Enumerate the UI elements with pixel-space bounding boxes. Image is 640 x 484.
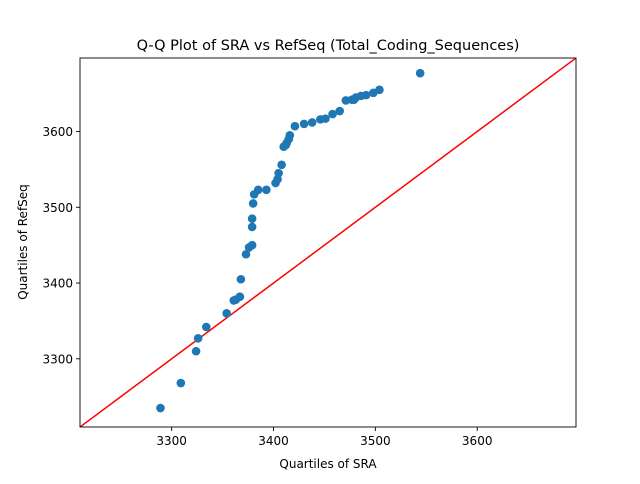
data-point-17: [253, 185, 263, 195]
data-point-5: [222, 309, 231, 318]
data-point-10: [241, 249, 251, 259]
plot-area: [80, 58, 576, 427]
data-point-8: [235, 292, 245, 301]
data-point-3: [193, 334, 203, 343]
data-point-14: [247, 214, 257, 223]
data-point-43: [415, 68, 425, 78]
data-point-1: [176, 378, 186, 388]
plot-frame: [79, 57, 577, 428]
data-point-9: [236, 274, 246, 284]
data-point-12: [247, 240, 257, 250]
data-points: [156, 68, 425, 413]
y-tick-label: 3400: [42, 277, 73, 291]
y-tick-label: 3500: [42, 201, 73, 215]
reference-line: [80, 58, 576, 427]
x-tick-label: 3300: [156, 434, 187, 448]
data-point-4: [201, 322, 211, 332]
data-point-29: [299, 119, 309, 129]
data-point-40: [361, 90, 371, 100]
data-point-33: [328, 109, 337, 119]
y-tick-label: 3300: [42, 352, 73, 366]
data-point-32: [321, 114, 330, 123]
chart-title: Q-Q Plot of SRA vs RefSeq (Total_Coding_…: [137, 38, 520, 54]
data-point-28: [290, 121, 300, 131]
x-tick-label: 3400: [258, 434, 289, 448]
data-point-0: [156, 403, 165, 413]
data-point-34: [335, 106, 345, 116]
data-point-2: [191, 346, 201, 356]
data-point-22: [277, 160, 286, 170]
data-point-30: [307, 118, 317, 127]
y-tick-label: 3600: [42, 125, 73, 139]
y-axis-ticks: 3300 3400 3500 3600: [42, 125, 80, 366]
data-point-42: [375, 85, 384, 95]
data-point-27: [285, 130, 295, 140]
data-point-15: [248, 199, 258, 208]
x-tick-label: 3600: [462, 434, 493, 448]
y-axis-label: Quartiles of RefSeq: [16, 184, 30, 300]
x-axis-label: Quartiles of SRA: [279, 457, 377, 471]
data-point-13: [247, 222, 257, 232]
data-point-18: [262, 185, 271, 195]
data-point-21: [274, 168, 283, 178]
x-axis-ticks: 3300 3400 3500 3600: [156, 427, 492, 448]
x-tick-label: 3500: [360, 434, 391, 448]
